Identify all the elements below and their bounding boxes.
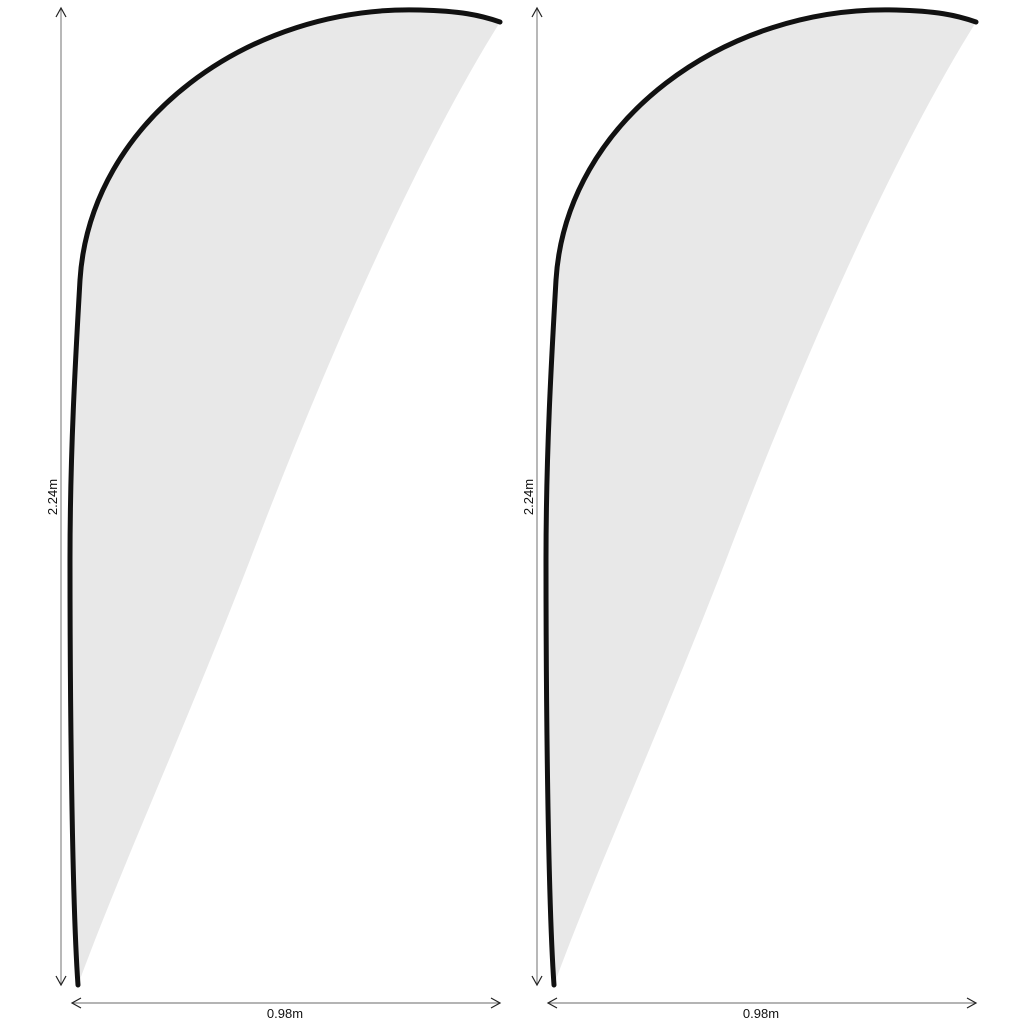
height-label: 2.24m [45, 479, 60, 515]
height-label: 2.24m [521, 479, 536, 515]
width-label: 0.98m [743, 1006, 779, 1021]
flag-left: 2.24m 0.98m [45, 6, 503, 1021]
flag-pole [67, 7, 503, 988]
flag-fabric [70, 9, 500, 985]
width-label: 0.98m [267, 1006, 303, 1021]
flag-right: 2.24m 0.98m [521, 6, 979, 1021]
flag-fabric [546, 9, 976, 985]
flag-pole [543, 7, 979, 988]
